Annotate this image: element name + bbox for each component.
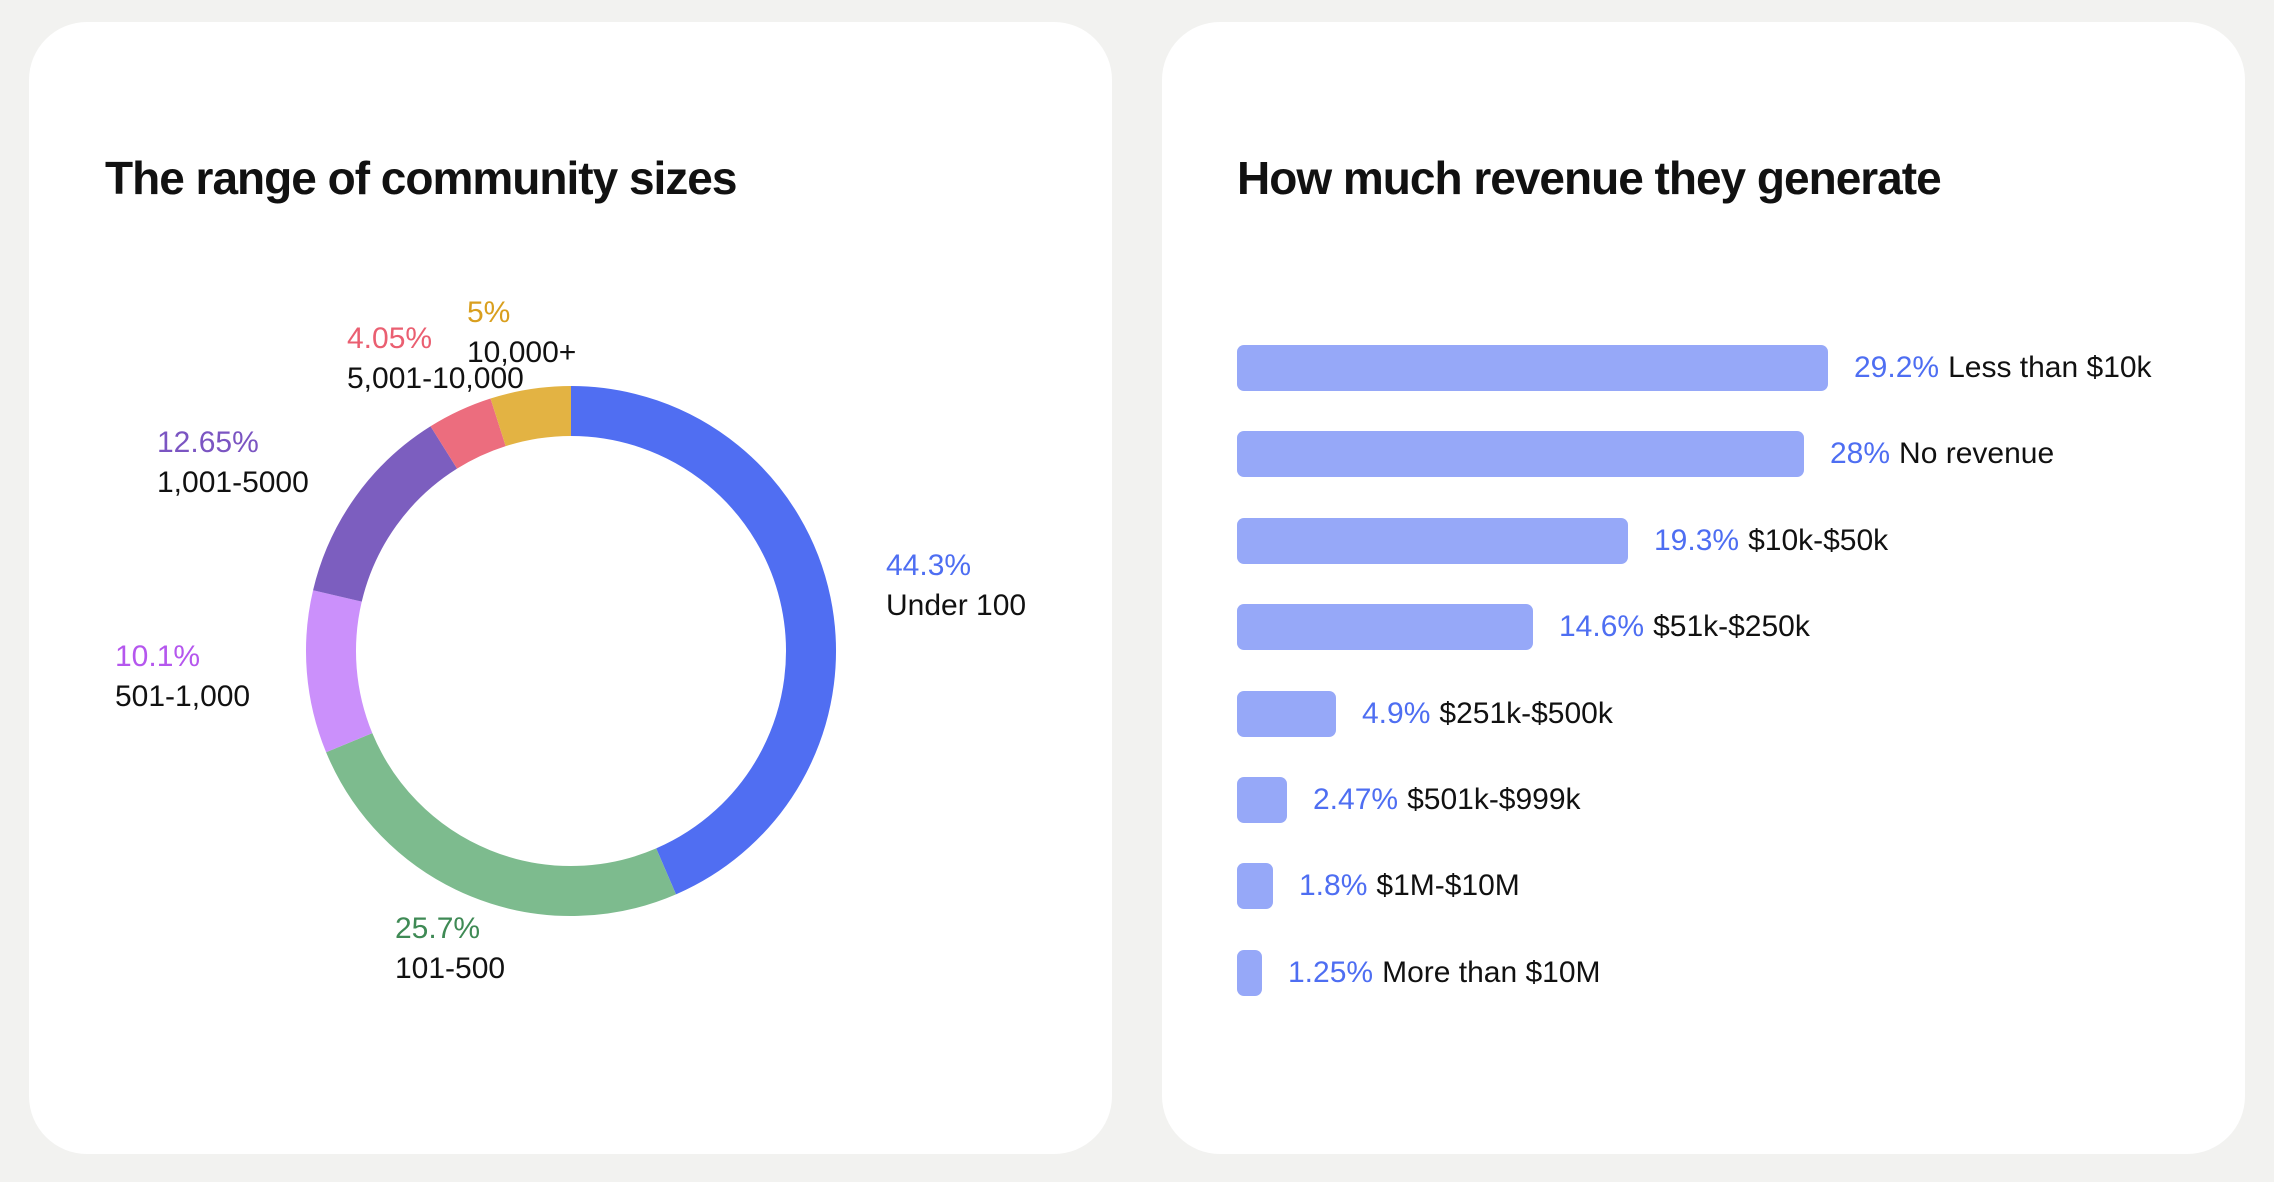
bar-row-more-than-10m: 1.25% More than $10M	[1237, 950, 1601, 996]
donut-slice-101-500	[326, 732, 676, 916]
donut-label-5-001-10-000: 4.05% 5,001-10,000	[347, 319, 524, 399]
bar-category-label: $501k-$999k	[1407, 783, 1581, 816]
bar-category-label: More than $10M	[1382, 956, 1601, 989]
donut-label-percent: 25.7%	[395, 912, 481, 945]
bar	[1237, 431, 1804, 477]
revenue-title: How much revenue they generate	[1237, 152, 1942, 204]
donut-label-percent: 5%	[467, 296, 511, 329]
bar-value-label: 29.2%	[1854, 351, 1940, 384]
donut-slice-under-100	[570, 386, 836, 895]
community-sizes-title: The range of community sizes	[105, 152, 737, 204]
bar	[1237, 950, 1262, 996]
bar-value-label: 28%	[1830, 437, 1891, 470]
bar-row-501k-999k: 2.47% $501k-$999k	[1237, 777, 1581, 823]
donut-label-1-001-5000: 12.65% 1,001-5000	[157, 423, 309, 503]
bar-row-no-revenue: 28% No revenue	[1237, 431, 2054, 477]
donut-label-category: 501-1,000	[115, 680, 251, 713]
bar-value-label: 4.9%	[1362, 697, 1431, 730]
donut-label-10-000: 5% 10,000+	[467, 293, 576, 373]
bar-row-less-than-10k: 29.2% Less than $10k	[1237, 345, 2152, 391]
donut-slice-10-000	[490, 386, 572, 447]
bar	[1237, 345, 1828, 391]
community-sizes-donut-chart	[306, 386, 836, 916]
bar-row-10k-50k: 19.3% $10k-$50k	[1237, 518, 1888, 564]
bar-category-label: No revenue	[1899, 437, 2055, 470]
donut-label-category: 101-500	[395, 952, 506, 985]
donut-label-percent: 10.1%	[115, 640, 201, 673]
revenue-bar-chart: 29.2% Less than $10k 28% No revenue 19.3% $10…	[1237, 322, 2197, 1022]
bar-value-label: 1.8%	[1299, 869, 1368, 902]
bar	[1237, 863, 1273, 909]
bar-value-label: 19.3%	[1654, 524, 1740, 557]
donut-slice-501-1-000	[306, 590, 373, 753]
donut-label-category: 5,001-10,000	[347, 362, 524, 395]
bar-value-label: 2.47%	[1313, 783, 1399, 816]
donut-label-category: 1,001-5000	[157, 466, 309, 499]
bar-row-51k-250k: 14.6% $51k-$250k	[1237, 604, 1810, 650]
bar-row-1m-10m: 1.8% $1M-$10M	[1237, 863, 1520, 909]
donut-label-category: 10,000+	[467, 336, 577, 369]
bar-category-label: Less than $10k	[1948, 351, 2152, 384]
bar-value-label: 14.6%	[1559, 610, 1645, 643]
bar	[1237, 777, 1287, 823]
donut-label-501-1-000: 10.1% 501-1,000	[115, 637, 250, 717]
donut-slice-5-001-10-000	[430, 398, 507, 469]
donut-label-category: Under 100	[886, 589, 1027, 622]
donut-label-percent: 12.65%	[157, 426, 259, 459]
bar-category-label: $251k-$500k	[1439, 697, 1613, 730]
revenue-card: How much revenue they generate 29.2% Less…	[1162, 22, 2245, 1154]
community-sizes-card: The range of community sizes 44.3% Under …	[29, 22, 1112, 1154]
bar-category-label: $10k-$50k	[1748, 524, 1889, 557]
bar	[1237, 604, 1533, 650]
bar-row-251k-500k: 4.9% $251k-$500k	[1237, 691, 1613, 737]
donut-label-under-100: 44.3% Under 100	[886, 546, 1026, 626]
donut-label-percent: 4.05%	[347, 322, 433, 355]
donut-label-percent: 44.3%	[886, 549, 972, 582]
bar	[1237, 518, 1628, 564]
bar-category-label: $1M-$10M	[1376, 869, 1520, 902]
bar-category-label: $51k-$250k	[1653, 610, 1810, 643]
bar	[1237, 691, 1336, 737]
donut-slice-1-001-5000	[313, 426, 458, 603]
bar-value-label: 1.25%	[1288, 956, 1374, 989]
donut-label-101-500: 25.7% 101-500	[395, 909, 505, 989]
